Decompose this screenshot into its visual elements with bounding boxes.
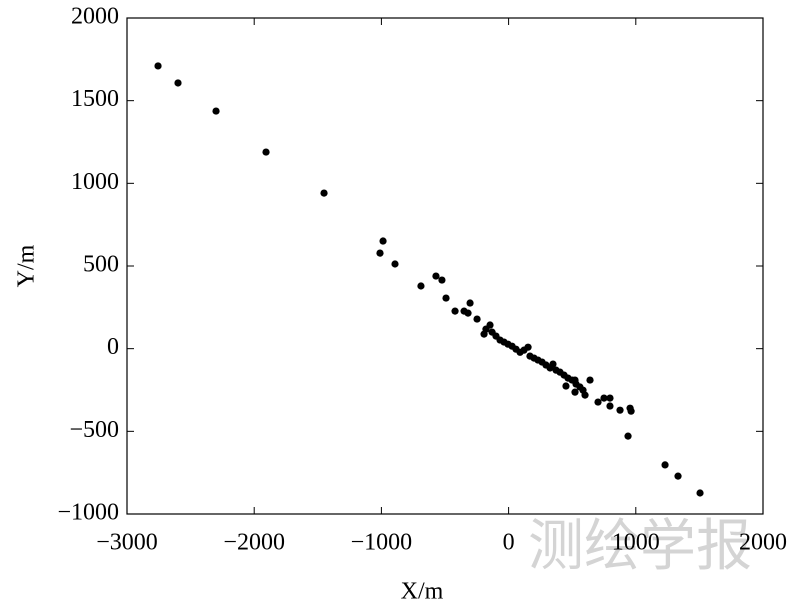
x-tick-label: 0: [503, 530, 515, 556]
y-tick-label: 500: [83, 252, 119, 278]
y-tick-label: −500: [69, 417, 119, 443]
x-tick-label: 1000: [612, 530, 660, 556]
watermark: 测绘学报: [528, 514, 752, 579]
point: [451, 307, 459, 315]
point: [262, 148, 270, 156]
y-axis-label: Y/m: [14, 244, 40, 287]
point: [464, 309, 472, 317]
point: [212, 107, 220, 115]
point: [549, 360, 557, 368]
point: [571, 376, 579, 384]
point: [696, 489, 704, 497]
point: [571, 388, 579, 396]
point: [442, 294, 450, 302]
point: [473, 315, 481, 323]
point: [480, 330, 488, 338]
point: [594, 398, 602, 406]
x-axis-label: X/m: [401, 579, 444, 605]
x-tick-label: 2000: [739, 530, 787, 556]
y-tick-label: 2000: [71, 4, 119, 30]
point: [376, 249, 384, 257]
plot-frame: [126, 17, 764, 515]
point: [417, 282, 425, 290]
point: [627, 407, 635, 415]
point: [586, 376, 594, 384]
point: [466, 299, 474, 307]
x-tick-label: −3000: [96, 530, 158, 556]
x-tick-label: −2000: [223, 530, 285, 556]
point: [616, 406, 624, 414]
point: [624, 432, 632, 440]
point: [174, 79, 182, 87]
point: [154, 62, 162, 70]
point: [562, 382, 570, 390]
y-tick-label: −1000: [57, 500, 119, 526]
point: [661, 461, 669, 469]
y-tick-label: 1000: [71, 169, 119, 195]
point: [379, 237, 387, 245]
point: [391, 260, 399, 268]
point: [606, 394, 614, 402]
y-tick-label: 1500: [71, 86, 119, 112]
point: [524, 343, 532, 351]
point: [320, 189, 328, 197]
point: [486, 321, 494, 329]
point: [606, 402, 614, 410]
point: [581, 391, 589, 399]
point: [438, 276, 446, 284]
point: [600, 394, 608, 402]
x-tick-label: −1000: [351, 530, 413, 556]
y-tick-label: 0: [107, 334, 119, 360]
point: [432, 272, 440, 280]
point: [674, 472, 682, 480]
